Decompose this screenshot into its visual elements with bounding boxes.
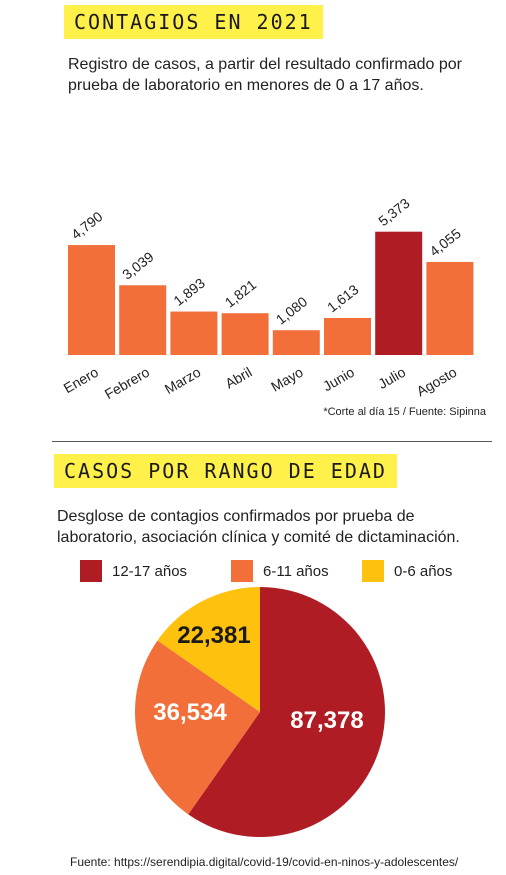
pie-chart-title: CASOS POR RANGO DE EDAD [54, 454, 397, 488]
source-footer: Fuente: https://serendipia.digital/covid… [70, 855, 459, 869]
pie-slice-0-6 [157, 587, 260, 712]
value-label-febrero: 3,039 [119, 248, 157, 282]
category-label-enero: Enero [61, 364, 102, 397]
category-label-marzo: Marzo [162, 364, 204, 397]
bar-chart-subtitle: Registro de casos, a partir del resultad… [68, 56, 462, 94]
category-label-agosto: Agosto [414, 364, 460, 400]
section-divider [52, 441, 492, 442]
bar-marzo [170, 311, 218, 355]
legend-label-12-17: 12-17 años [112, 562, 188, 580]
value-label-julio: 5,373 [375, 195, 413, 229]
legend-label-6-11: 6-11 años [263, 562, 329, 580]
value-label-enero: 4,790 [68, 208, 106, 242]
bar-mayo [272, 330, 320, 355]
bar-agosto [426, 261, 474, 355]
category-label-febrero: Febrero [102, 364, 153, 402]
bar-febrero [119, 285, 167, 355]
bar-chart-title: CONTAGIOS EN 2021 [64, 5, 323, 39]
bar-abril [221, 313, 269, 355]
bar-chart-note: *Corte al día 15 / Fuente: Sipinna [323, 406, 486, 418]
bar-julio [375, 231, 423, 355]
legend-item-6-11: 6-11 años [231, 560, 329, 582]
category-label-abril: Abril [222, 364, 254, 392]
legend-swatch-0-6 [362, 560, 384, 582]
value-label-agosto: 4,055 [426, 225, 464, 259]
pie-slice-6-11 [134, 640, 260, 815]
pie-slice-12-17 [188, 587, 385, 837]
pie-chart-subtitle: Desglose de contagios confirmados por pr… [57, 508, 460, 546]
value-label-junio: 1,613 [324, 281, 362, 315]
legend-swatch-12-17 [80, 560, 102, 582]
bar-enero [68, 245, 115, 355]
pie-value-label-0-6: 22,381 [177, 622, 250, 649]
value-label-marzo: 1,893 [170, 275, 208, 309]
value-label-mayo: 1,080 [273, 293, 311, 327]
category-label-julio: Julio [375, 364, 408, 392]
bar-junio [324, 317, 371, 355]
legend-item-0-6: 0-6 años [362, 560, 452, 582]
pie-chart: 87,378 36,534 22,381 [134, 587, 385, 837]
bar-chart: 4,790 Enero 3,039 Febrero 1,893 Marzo 1,821 Abr… [61, 195, 474, 402]
pie-value-label-12-17: 87,378 [290, 707, 363, 734]
legend-item-12-17: 12-17 años [80, 560, 187, 582]
value-label-abril: 1,821 [222, 276, 260, 310]
legend-label-0-6: 0-6 años [394, 562, 453, 580]
category-label-junio: Junio [320, 364, 357, 395]
pie-value-label-6-11: 36,534 [153, 699, 227, 726]
category-label-mayo: Mayo [268, 364, 306, 395]
legend-swatch-6-11 [231, 560, 253, 582]
